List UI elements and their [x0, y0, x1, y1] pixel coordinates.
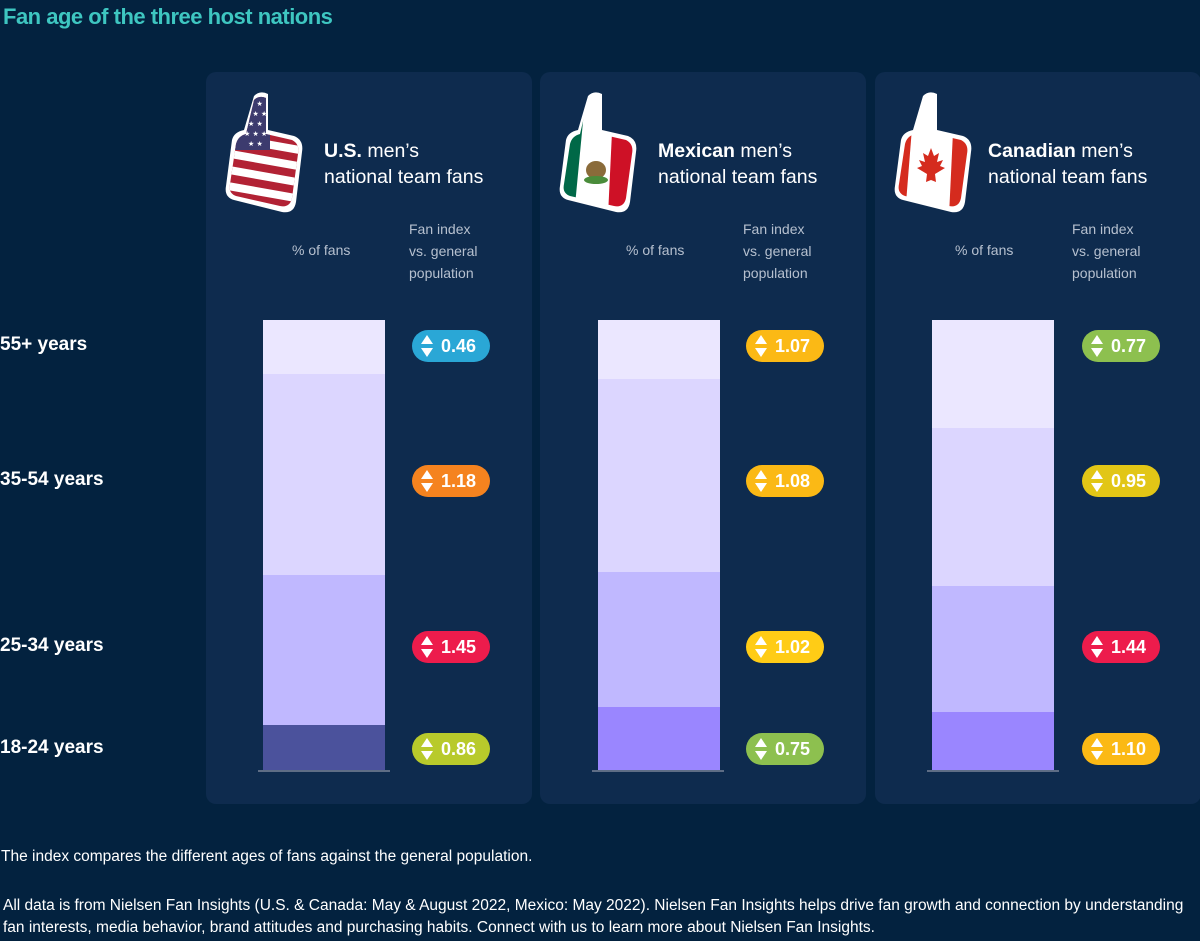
axis-baseline: [592, 770, 724, 772]
bar-segment-canada-25-34: [932, 586, 1054, 712]
panel-title-mexico: Mexican men’s national team fans: [658, 140, 818, 188]
axis-baseline: [927, 770, 1059, 772]
svg-text:★ ★: ★ ★: [248, 140, 263, 148]
age-label-18-24: 18-24 years: [0, 737, 104, 758]
chart-title: Fan age of the three host nations: [3, 4, 333, 29]
age-label-55-plus: 55+ years: [0, 334, 88, 355]
svg-text:★ ★: ★ ★: [248, 120, 263, 128]
up-down-arrow-icon: [1091, 738, 1103, 760]
up-down-arrow-icon: [755, 470, 767, 492]
footnote: The index compares the different ages of…: [1, 848, 533, 865]
up-down-arrow-icon: [1091, 470, 1103, 492]
header-pct-of-fans: % of fans: [626, 242, 685, 258]
panel-title-canada: Canadian men’s national team fans: [988, 140, 1148, 188]
up-down-arrow-icon: [421, 636, 433, 658]
header-fan-index: Fan index vs. general population: [1072, 221, 1141, 281]
up-down-arrow-icon: [1091, 636, 1103, 658]
index-pill-canada-55-plus: 0.77: [1082, 330, 1160, 362]
index-pill-mexico-35-54: 1.08: [746, 465, 824, 497]
canada-flag-foam-finger-icon: [894, 92, 972, 213]
up-down-arrow-icon: [421, 335, 433, 357]
bar-segment-us-18-24: [263, 725, 385, 771]
bar-segment-mexico-18-24: [598, 707, 720, 771]
bar-segment-mexico-25-34: [598, 572, 720, 707]
age-label-25-34: 25-34 years: [0, 635, 104, 656]
svg-text:★ ★: ★ ★: [248, 100, 263, 108]
index-pill-us-35-54: 1.18: [412, 465, 490, 497]
bar-segment-us-25-34: [263, 575, 385, 725]
header-pct-of-fans: % of fans: [292, 242, 351, 258]
up-down-arrow-icon: [755, 335, 767, 357]
header-fan-index: Fan index vs. general population: [409, 221, 478, 281]
index-pill-us-55-plus: 0.46: [412, 330, 490, 362]
index-pill-us-25-34: 1.45: [412, 631, 490, 663]
panel-canada: Canadian men’s national team fans % of fa…: [875, 72, 1200, 804]
source-note: All data is from Nielsen Fan Insights (U…: [3, 897, 1184, 936]
panel-mexico: Mexican men’s national team fans % of fan…: [540, 72, 866, 804]
header-pct-of-fans: % of fans: [955, 242, 1014, 258]
up-down-arrow-icon: [1091, 335, 1103, 357]
index-pill-mexico-55-plus: 1.07: [746, 330, 824, 362]
svg-text:★ ★ ★: ★ ★ ★: [244, 130, 267, 138]
bar-segment-us-55-plus: [263, 320, 385, 374]
bar-segment-mexico-35-54: [598, 379, 720, 572]
index-pill-canada-25-34: 1.44: [1082, 631, 1160, 663]
index-pill-mexico-18-24: 0.75: [746, 733, 824, 765]
bar-segment-us-35-54: [263, 374, 385, 575]
index-pill-canada-35-54: 0.95: [1082, 465, 1160, 497]
header-fan-index: Fan index vs. general population: [743, 221, 812, 281]
svg-text:★ ★ ★: ★ ★ ★: [244, 110, 267, 118]
panel-us: ★ ★ ★ ★ ★ ★ ★ ★ ★ ★ ★ ★ U.S. men’s national t…: [206, 72, 532, 804]
up-down-arrow-icon: [421, 470, 433, 492]
index-pill-us-18-24: 0.86: [412, 733, 490, 765]
up-down-arrow-icon: [755, 738, 767, 760]
up-down-arrow-icon: [421, 738, 433, 760]
index-pill-mexico-25-34: 1.02: [746, 631, 824, 663]
age-label-35-54: 35-54 years: [0, 469, 104, 490]
panel-title-us: U.S. men’s national team fans: [324, 140, 484, 188]
bar-segment-canada-55-plus: [932, 320, 1054, 428]
us-flag-foam-finger-icon: ★ ★ ★ ★ ★ ★ ★ ★ ★ ★ ★ ★: [225, 92, 303, 213]
up-down-arrow-icon: [755, 636, 767, 658]
bar-segment-canada-18-24: [932, 712, 1054, 771]
axis-baseline: [258, 770, 390, 772]
bar-segment-canada-35-54: [932, 428, 1054, 586]
index-pill-canada-18-24: 1.10: [1082, 733, 1160, 765]
bar-segment-mexico-55-plus: [598, 320, 720, 379]
mexico-flag-foam-finger-icon: [559, 92, 637, 213]
